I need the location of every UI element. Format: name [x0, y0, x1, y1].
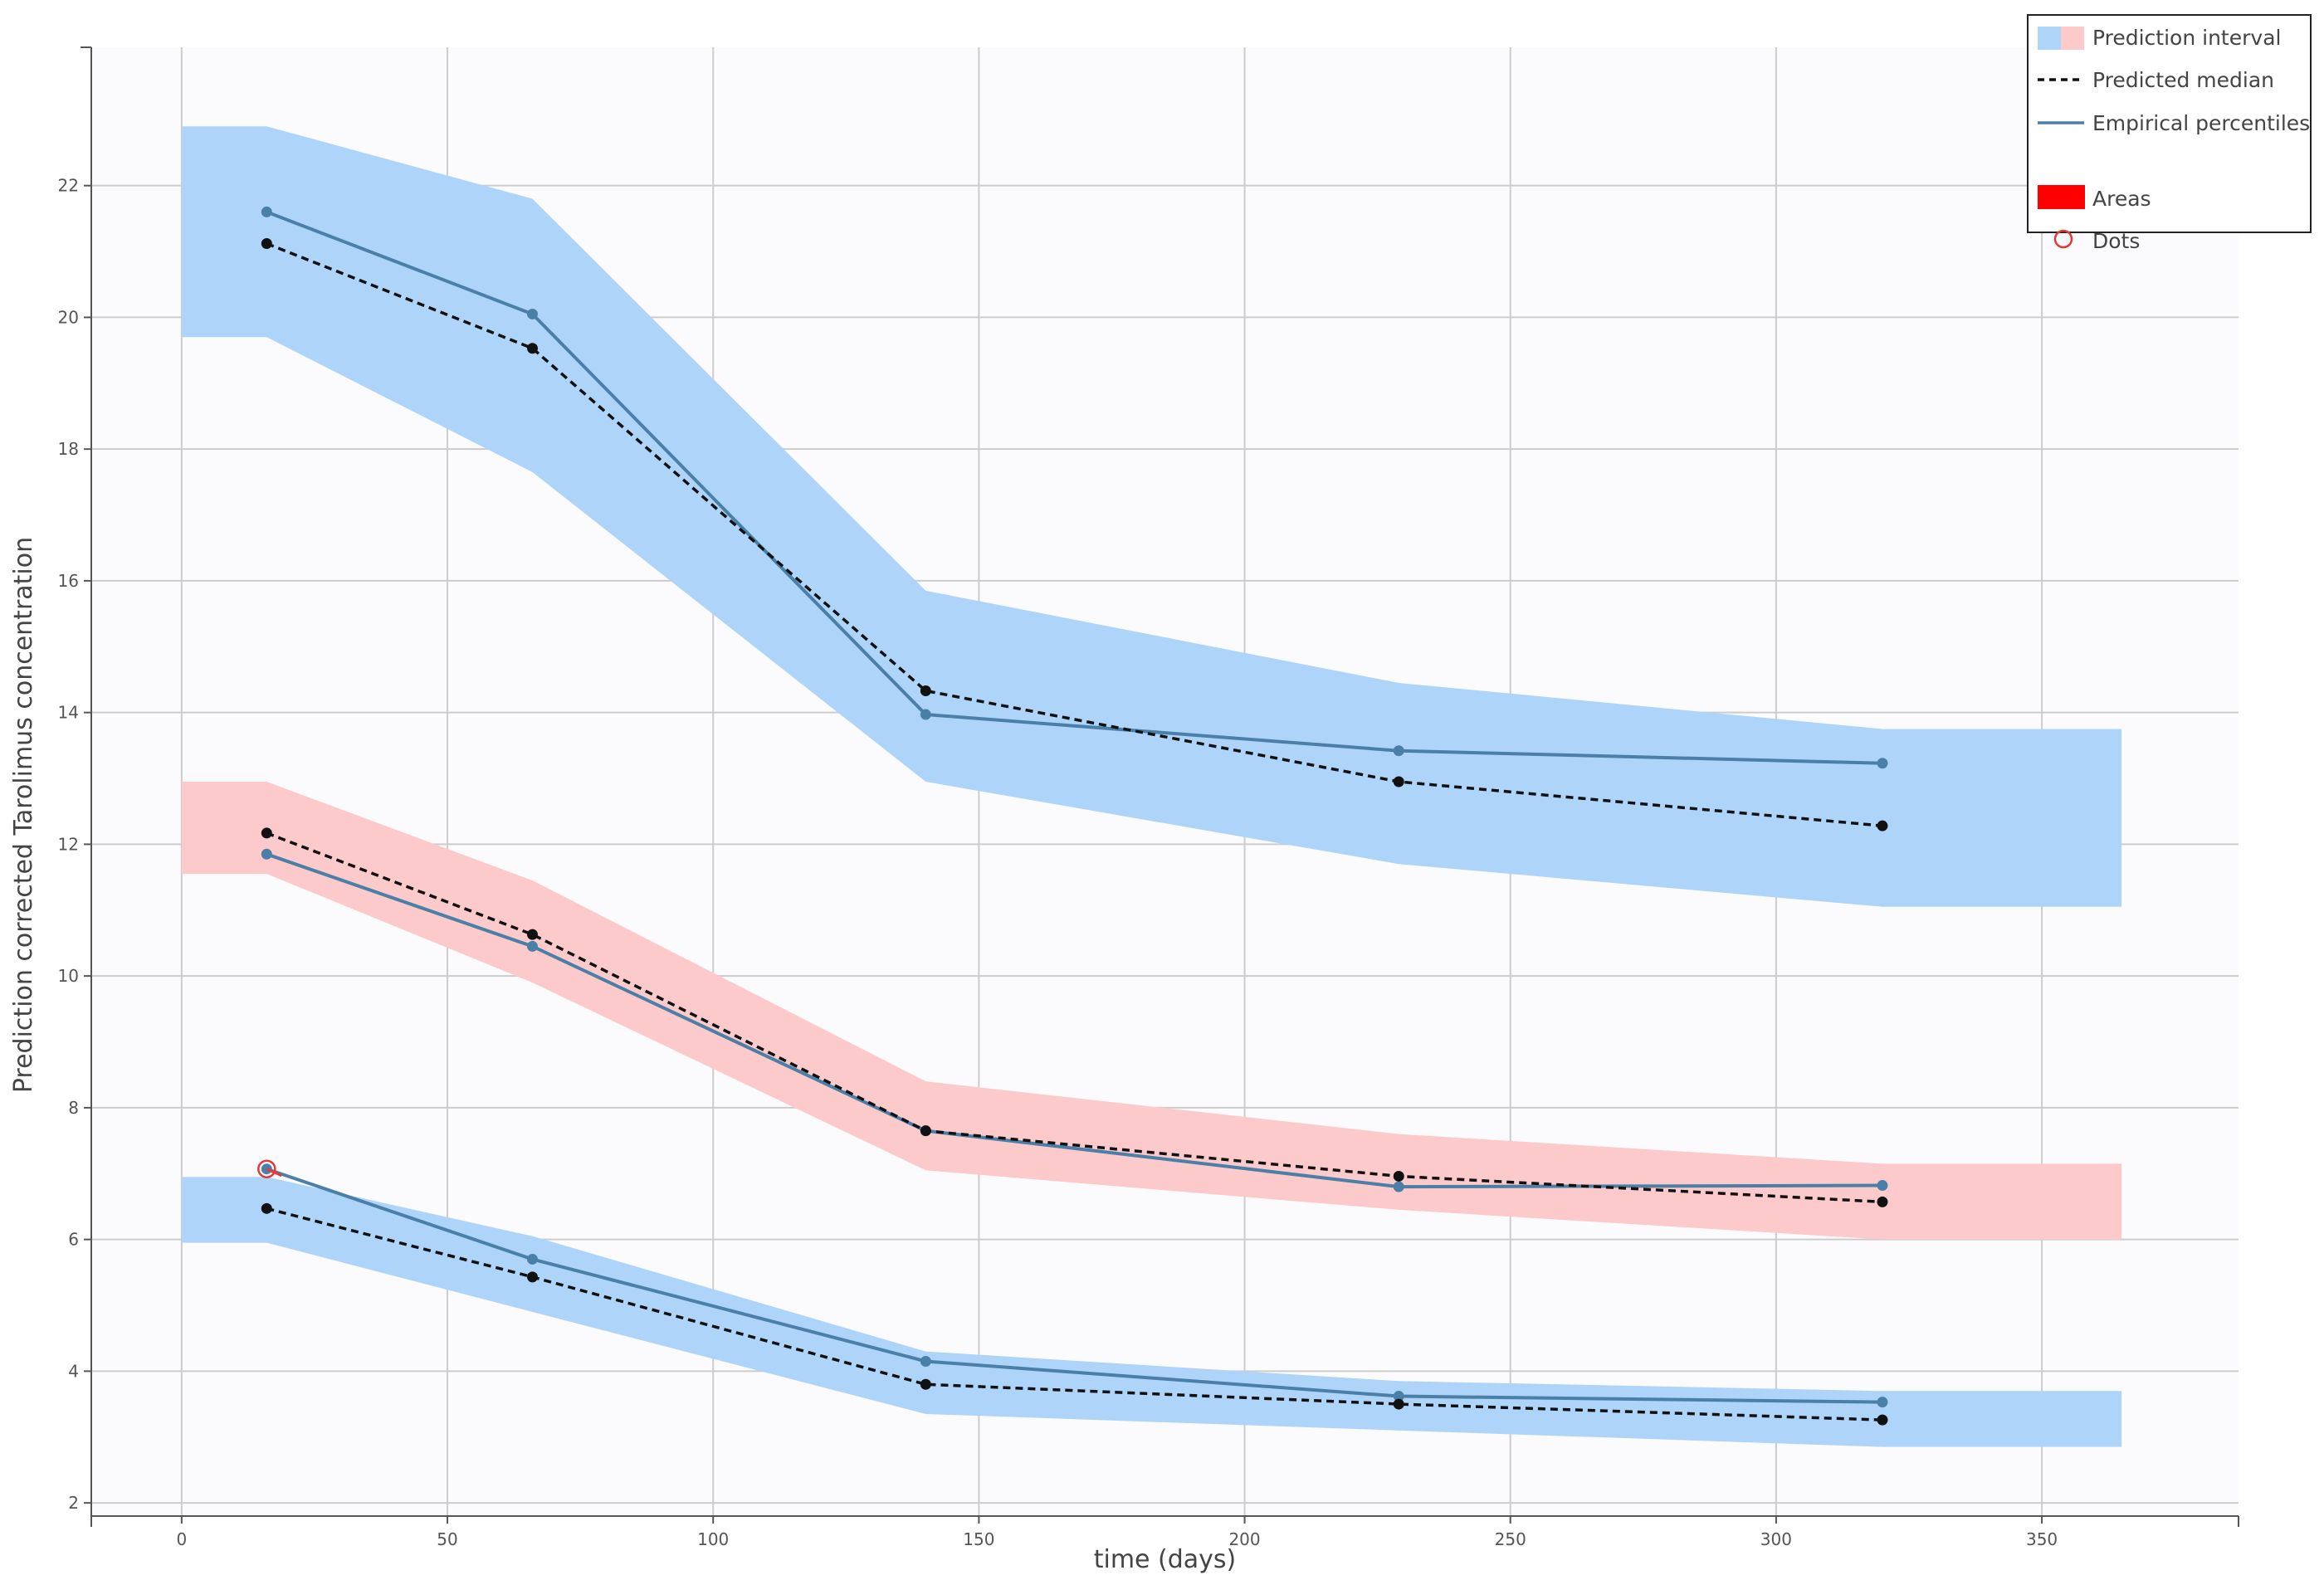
empirical-point-3-1 [261, 848, 272, 860]
legend-label-prediction-interval: Prediction interval [2092, 26, 2281, 50]
prediction-interval-bands [181, 126, 2122, 1447]
y-tick-label-6: 6 [68, 1230, 79, 1250]
percentile-lines [257, 206, 1888, 1426]
empirical-point-3-5 [1877, 1180, 1888, 1192]
x-tick-label-150: 150 [963, 1529, 994, 1549]
y-tick-label-10: 10 [58, 966, 79, 986]
y-tick-label-14: 14 [58, 703, 79, 723]
x-tick-label-300: 300 [1760, 1529, 1792, 1549]
x-tick-label-100: 100 [697, 1529, 729, 1549]
legend-swatch-dots [2053, 229, 2073, 249]
legend-swatch-pink [2061, 27, 2084, 50]
y-tick-label-8: 8 [68, 1098, 79, 1118]
legend-label-dots: Dots [2092, 229, 2140, 253]
axes [81, 46, 2239, 1527]
predicted-point-6-5 [1877, 1414, 1888, 1426]
y-tick-label-18: 18 [58, 439, 79, 459]
y-tick-label-2: 2 [68, 1493, 79, 1513]
empirical-point-1-3 [920, 709, 931, 720]
legend-label-areas: Areas [2092, 187, 2151, 211]
predicted-point-4-3 [920, 1125, 931, 1137]
empirical-point-1-4 [1393, 745, 1404, 757]
empirical-point-3-2 [526, 940, 538, 952]
predicted-point-4-1 [261, 827, 272, 839]
predicted-point-2-3 [920, 685, 931, 696]
empirical-point-3-4 [1393, 1181, 1404, 1192]
empirical-point-5-4 [1393, 1391, 1404, 1402]
empirical-point-1-1 [261, 206, 272, 217]
predicted-median-line-2 [266, 241, 1883, 827]
x-tick-label-350: 350 [2026, 1529, 2058, 1549]
predicted-point-2-2 [526, 343, 538, 354]
predicted-point-4-2 [526, 929, 538, 940]
y-tick-label-20: 20 [58, 307, 79, 327]
empirical-point-5-3 [920, 1355, 931, 1367]
y-axis-title: Prediction corrected Tarolimus concentra… [9, 537, 38, 1093]
legend-label-predicted-median: Predicted median [2092, 68, 2274, 92]
x-axis-title: time (days) [1094, 1545, 1237, 1574]
outlier-dot-1 [257, 1159, 276, 1178]
x-tick-label-250: 250 [1495, 1529, 1526, 1549]
predicted-point-6-2 [526, 1271, 538, 1283]
x-tick-label-0: 0 [176, 1529, 187, 1549]
empirical-point-1-2 [526, 308, 538, 319]
predicted-point-4-4 [1393, 1170, 1404, 1182]
empirical-point-5-5 [1877, 1397, 1888, 1408]
legend-swatch-blue [2038, 27, 2061, 50]
y-tick-label-16: 16 [58, 571, 79, 591]
prediction-band-3 [181, 1177, 2122, 1447]
x-tick-label-50: 50 [437, 1529, 457, 1549]
predicted-point-4-5 [1877, 1196, 1888, 1207]
tick-labels: 0 50 100 150 200 250 300 350 2 4 6 8 10 12 14 16 18 20 22 [58, 176, 2058, 1549]
x-tick-label-200: 200 [1228, 1529, 1260, 1549]
predicted-point-2-5 [1877, 820, 1888, 831]
legend-swatch-areas [2038, 185, 2085, 209]
legend: Prediction interval Predicted median Emp… [2027, 14, 2312, 253]
predicted-point-6-1 [261, 1202, 272, 1214]
empirical-point-1-5 [1877, 758, 1888, 769]
predicted-point-6-3 [920, 1378, 931, 1390]
predicted-point-6-4 [1393, 1398, 1404, 1410]
empirical-point-5-2 [526, 1253, 538, 1265]
y-tick-label-4: 4 [68, 1361, 79, 1381]
predicted-point-2-4 [1393, 776, 1404, 788]
y-tick-label-22: 22 [58, 176, 79, 196]
predicted-point-2-1 [261, 238, 272, 250]
legend-label-empirical-percentiles: Empirical percentiles [2092, 111, 2310, 135]
prediction-band-2 [181, 782, 2122, 1240]
prediction-band-1 [181, 126, 2122, 907]
y-tick-label-12: 12 [58, 834, 79, 854]
